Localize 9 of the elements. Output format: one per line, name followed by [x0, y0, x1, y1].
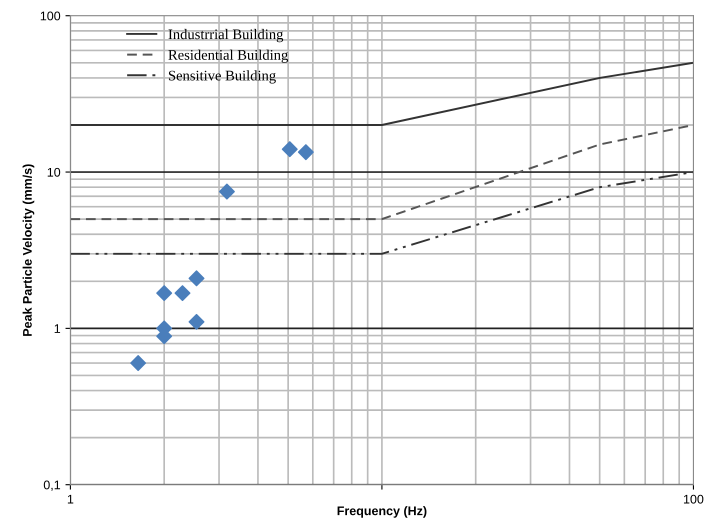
- legend-label: Industrrial Building: [168, 28, 284, 42]
- legend-label: Residential Building: [168, 50, 288, 63]
- y-tick-label: 1: [54, 324, 60, 333]
- y-axis-title: Peak Particle Velocity (mm/s): [22, 164, 34, 336]
- legend-label: Sensitive Building: [168, 70, 276, 84]
- y-tick-label: 100: [40, 12, 60, 20]
- y-tick-label: 10: [48, 168, 60, 177]
- x-axis-title: Frequency (Hz): [338, 506, 426, 518]
- y-tick-label: 0,1: [44, 480, 60, 491]
